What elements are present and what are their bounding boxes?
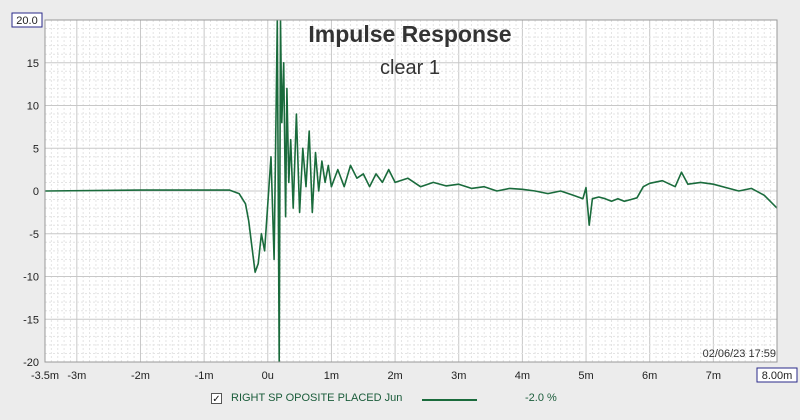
x-tick-label: 3m <box>451 370 466 382</box>
series-layer <box>45 20 777 362</box>
y-tick-label: 15 <box>27 58 39 70</box>
x-tick-label: 6m <box>642 370 657 382</box>
y-tick-label: 10 <box>27 101 39 113</box>
x-tick-label: 1m <box>324 370 339 382</box>
x-tick-label: 5m <box>578 370 593 382</box>
chart-svg: 20.0 15 10 5 0 -5 -10 -15 -20 -3.5m -3m -2m -1m 0u 1m… <box>11 12 798 383</box>
y-tick-label: 0 <box>33 186 39 198</box>
legend-line-swatch <box>422 399 477 401</box>
y-tick-box-top <box>11 12 43 28</box>
plot-border <box>44 19 778 363</box>
x-tick-label: 4m <box>515 370 530 382</box>
series-line-0 <box>45 20 777 362</box>
legend: ✓ RIGHT SP OPOSITE PLACED Jun -2.0 % <box>0 390 800 414</box>
legend-checkbox[interactable]: ✓ <box>211 393 222 405</box>
x-tick-box-last <box>756 367 798 383</box>
y-tick-label: -10 <box>23 272 39 284</box>
y-tick-label: 5 <box>33 143 39 155</box>
x-tick-labels: -3.5m -3m -2m -1m 0u 1m 2m 3m 4m 5m 6m 7m 8.00m <box>31 367 798 383</box>
x-tick-label: 8.00m <box>762 370 793 382</box>
timestamp: 02/06/23 17:59 <box>703 348 776 360</box>
x-tick-label: -3.5m <box>31 370 59 382</box>
x-tick-label: -1m <box>195 370 214 382</box>
x-tick-label: 2m <box>387 370 402 382</box>
legend-value: -2.0 % <box>525 392 557 404</box>
x-tick-label: 7m <box>706 370 721 382</box>
y-tick-label: -15 <box>23 314 39 326</box>
x-tick-label: -3m <box>67 370 86 382</box>
x-tick-label: -2m <box>131 370 150 382</box>
x-tick-label: 0u <box>262 370 274 382</box>
legend-series-label: RIGHT SP OPOSITE PLACED Jun <box>231 392 403 404</box>
y-tick-labels: 20.0 15 10 5 0 -5 -10 -15 -20 <box>11 12 43 369</box>
y-tick-label: 20.0 <box>16 15 37 27</box>
grid-layer <box>44 19 778 363</box>
chart-subtitle: clear 1 <box>380 57 440 79</box>
chart-title: Impulse Response <box>308 21 511 47</box>
y-tick-label: -20 <box>23 357 39 369</box>
y-tick-label: -5 <box>29 229 39 241</box>
